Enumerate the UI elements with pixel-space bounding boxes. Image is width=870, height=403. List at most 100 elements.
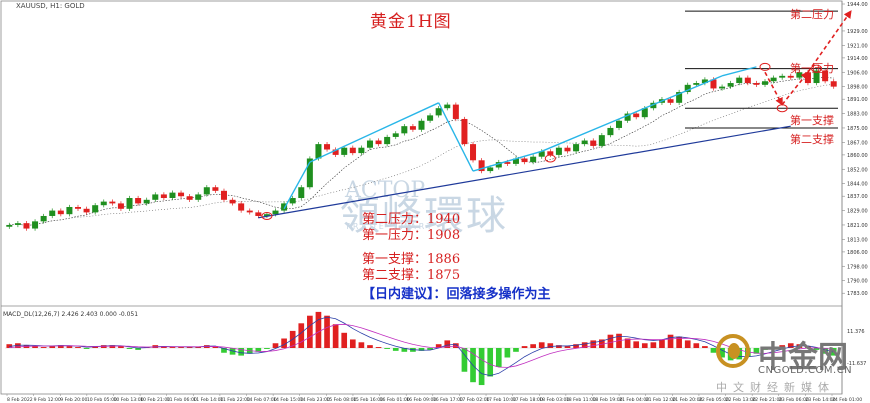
macd-bar <box>49 346 56 348</box>
y-tick-label: 1852.00 <box>847 167 868 173</box>
candle-body <box>753 83 760 85</box>
candle-body <box>616 120 623 128</box>
channel-leg-2 <box>309 102 439 163</box>
candle-body <box>212 187 219 191</box>
candle-body <box>109 201 116 204</box>
level-label-r2: 第二压力 <box>790 8 834 21</box>
pivot-circle-r1 <box>811 64 823 73</box>
channel-leg-4 <box>472 150 542 172</box>
x-tick-label: 8 Feb 2022 <box>7 397 33 403</box>
macd-bar <box>435 344 442 348</box>
candle-body <box>487 167 494 172</box>
y-tick-label: 1921.00 <box>847 43 868 49</box>
candle-body <box>701 79 708 84</box>
x-tick-label: 17 Feb 10:00 <box>486 397 516 403</box>
candle-body <box>779 75 786 78</box>
candle-body <box>246 210 253 213</box>
candle-body <box>452 104 459 119</box>
macd-bar <box>221 348 227 353</box>
candle-body <box>581 140 588 145</box>
level-label-s1: 第一支撑 <box>790 114 834 127</box>
candle-body <box>770 77 777 82</box>
candle-body <box>427 115 434 121</box>
candle-body <box>830 81 837 87</box>
channel-leg-1 <box>283 161 311 210</box>
macd-tick-label: -11.637 <box>847 361 866 367</box>
candle-body <box>229 199 236 204</box>
logo-tagline: 中文财经新媒体 <box>716 381 835 394</box>
candle-body <box>178 192 185 197</box>
macd-bar <box>573 344 579 348</box>
candle-body <box>555 147 562 155</box>
y-tick-label: 1806.00 <box>847 250 868 256</box>
candle-body <box>195 194 202 200</box>
x-tick-label: 23 Feb 06:00 <box>779 397 809 403</box>
x-tick-label: 15 Feb 08:00 <box>326 397 356 403</box>
candle-body <box>384 136 391 145</box>
macd-bar <box>418 348 425 351</box>
channel-leg-6 <box>721 66 757 77</box>
x-tick-label: 16 Feb 09:00 <box>406 397 436 403</box>
macd-bar <box>633 341 640 348</box>
chart-frame <box>0 0 843 395</box>
macd-bar <box>118 346 124 348</box>
candle-body <box>40 215 47 222</box>
macd-bar <box>676 336 682 348</box>
x-tick-label: 18 Feb 19:00 <box>592 397 622 403</box>
macd-bar <box>538 342 545 348</box>
macd-bar <box>307 315 313 348</box>
macd-bar <box>332 324 339 348</box>
moving-average-slow <box>9 83 834 226</box>
macd-bar <box>109 345 116 348</box>
candle-body <box>418 120 425 130</box>
candle-body <box>6 224 13 227</box>
macd-bar <box>564 346 571 348</box>
candle-body <box>461 118 468 145</box>
y-tick-label: 1929.00 <box>847 29 868 35</box>
candle-body <box>392 133 399 137</box>
channel-leg-5 <box>541 75 723 152</box>
candle-body <box>530 156 537 163</box>
y-tick-label: 1914.00 <box>847 56 868 62</box>
x-tick-label: 22 Feb 21:00 <box>752 397 782 403</box>
x-tick-label: 11 Feb 06:00 <box>167 397 197 403</box>
trade-advice: 【日内建议】：回落接多操作为主 <box>362 287 551 302</box>
y-tick-label: 1798.00 <box>847 264 868 270</box>
x-tick-label: 22 Feb 13:00 <box>726 397 756 403</box>
macd-signal-line <box>9 323 834 368</box>
macd-bar <box>461 348 468 372</box>
candle-body <box>470 144 477 161</box>
y-tick-label: 1844.00 <box>847 182 868 188</box>
macd-bar <box>169 347 176 348</box>
candle-body <box>667 99 674 103</box>
watermark-sub2: TRADE SMART <box>345 222 435 231</box>
x-tick-label: 14 Feb 15:00 <box>273 397 303 403</box>
candle-body <box>598 135 605 146</box>
y-tick-label: 1783.00 <box>847 291 868 297</box>
candle-body <box>650 102 657 109</box>
watermark-sub: ACTOP <box>345 178 426 203</box>
macd-bar <box>547 343 554 348</box>
y-tick-label: 1813.00 <box>847 237 868 243</box>
macd-bar <box>401 348 408 352</box>
macd-bar <box>427 348 433 350</box>
moving-average-fast <box>9 77 834 226</box>
macd-line <box>9 316 834 377</box>
x-tick-label: 22 Feb 05:00 <box>699 397 729 403</box>
macd-bar <box>478 348 485 386</box>
candle-body <box>693 83 700 85</box>
macd-bar <box>805 346 811 348</box>
x-tick-label: 21 Feb 04:00 <box>619 397 649 403</box>
x-tick-label: 21 Feb 12:00 <box>646 397 676 403</box>
macd-bar <box>341 332 348 348</box>
candle-body <box>255 212 262 216</box>
macd-bar <box>375 347 382 348</box>
macd-bar <box>186 347 193 348</box>
cngold-logo-icon <box>716 334 750 368</box>
x-tick-label: 9 Feb 12:00 <box>34 397 61 403</box>
x-tick-label: 11 Feb 14:00 <box>193 397 223 403</box>
x-tick-label: 11 Feb 22:00 <box>220 397 250 403</box>
x-tick-label: 10 Feb 05:00 <box>87 397 117 403</box>
macd-bar <box>264 348 270 349</box>
